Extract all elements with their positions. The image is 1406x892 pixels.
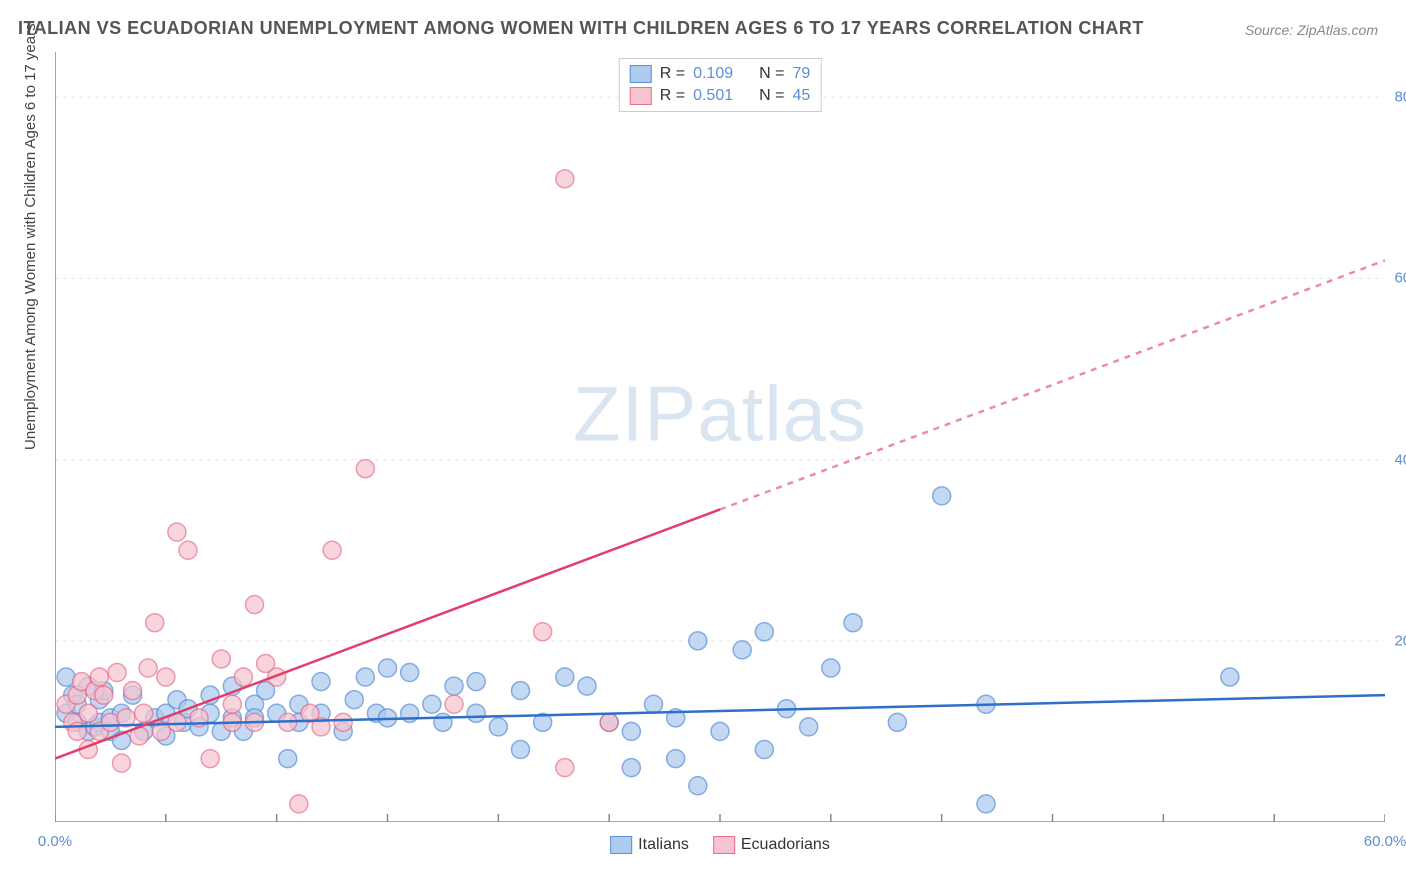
data-point <box>645 695 663 713</box>
r-label: R = <box>660 65 685 83</box>
data-point <box>711 722 729 740</box>
x-tick-label: 60.0% <box>1364 833 1406 850</box>
data-point <box>556 668 574 686</box>
data-point <box>356 668 374 686</box>
data-point <box>334 713 352 731</box>
data-point <box>157 668 175 686</box>
r-label: R = <box>660 87 685 105</box>
data-point <box>179 541 197 559</box>
data-point <box>223 695 241 713</box>
data-point <box>844 614 862 632</box>
data-point <box>401 664 419 682</box>
data-point <box>108 664 126 682</box>
source-label: Source: ZipAtlas.com <box>1245 22 1378 38</box>
data-point <box>467 673 485 691</box>
legend-label: Italians <box>638 836 689 854</box>
r-value: 0.109 <box>693 65 733 83</box>
data-point <box>556 759 574 777</box>
n-value: 79 <box>792 65 810 83</box>
y-axis-label: Unemployment Among Women with Children A… <box>22 23 39 450</box>
correlation-legend: R = 0.109 N = 79 R = 0.501 N = 45 <box>619 58 822 112</box>
legend-swatch <box>630 65 652 83</box>
y-tick-label: 40.0% <box>1394 451 1406 468</box>
legend-swatch <box>630 87 652 105</box>
data-point <box>755 741 773 759</box>
data-point <box>146 614 164 632</box>
data-point <box>667 750 685 768</box>
data-point <box>888 713 906 731</box>
x-tick-label: 0.0% <box>38 833 72 850</box>
data-point <box>95 686 113 704</box>
data-point <box>977 795 995 813</box>
data-point <box>556 170 574 188</box>
data-point <box>423 695 441 713</box>
data-point <box>445 677 463 695</box>
data-point <box>689 632 707 650</box>
chart-area: ZIPatlas R = 0.109 N = 79 R = 0.501 N = … <box>55 52 1385 822</box>
data-point <box>345 691 363 709</box>
n-value: 45 <box>792 87 810 105</box>
data-point <box>755 623 773 641</box>
legend-item: Italians <box>610 836 689 854</box>
data-point <box>800 718 818 736</box>
n-label: N = <box>759 87 784 105</box>
legend-item: Ecuadorians <box>713 836 830 854</box>
data-point <box>279 750 297 768</box>
data-point <box>489 718 507 736</box>
data-point <box>234 668 252 686</box>
data-point <box>124 682 142 700</box>
data-point <box>467 704 485 722</box>
data-point <box>113 754 131 772</box>
trend-line-dashed <box>720 260 1385 509</box>
data-point <box>201 750 219 768</box>
legend-label: Ecuadorians <box>741 836 830 854</box>
data-point <box>1221 668 1239 686</box>
data-point <box>622 722 640 740</box>
data-point <box>168 523 186 541</box>
n-label: N = <box>759 65 784 83</box>
y-tick-label: 60.0% <box>1394 270 1406 287</box>
data-point <box>90 668 108 686</box>
y-tick-label: 20.0% <box>1394 632 1406 649</box>
data-point <box>323 541 341 559</box>
chart-title: ITALIAN VS ECUADORIAN UNEMPLOYMENT AMONG… <box>18 18 1144 39</box>
data-point <box>689 777 707 795</box>
data-point <box>290 795 308 813</box>
data-point <box>512 682 530 700</box>
data-point <box>434 713 452 731</box>
legend-row: R = 0.109 N = 79 <box>630 63 811 85</box>
data-point <box>822 659 840 677</box>
data-point <box>445 695 463 713</box>
data-point <box>379 659 397 677</box>
data-point <box>512 741 530 759</box>
scatter-plot <box>55 52 1385 822</box>
r-value: 0.501 <box>693 87 733 105</box>
legend-swatch <box>713 836 735 854</box>
series-legend: Italians Ecuadorians <box>610 836 830 854</box>
data-point <box>578 677 596 695</box>
data-point <box>600 713 618 731</box>
data-point <box>79 704 97 722</box>
data-point <box>933 487 951 505</box>
data-point <box>356 460 374 478</box>
data-point <box>312 673 330 691</box>
y-tick-label: 80.0% <box>1394 89 1406 106</box>
data-point <box>246 596 264 614</box>
data-point <box>622 759 640 777</box>
data-point <box>534 623 552 641</box>
legend-row: R = 0.501 N = 45 <box>630 85 811 107</box>
data-point <box>212 650 230 668</box>
data-point <box>733 641 751 659</box>
legend-swatch <box>610 836 632 854</box>
data-point <box>135 704 153 722</box>
data-point <box>139 659 157 677</box>
